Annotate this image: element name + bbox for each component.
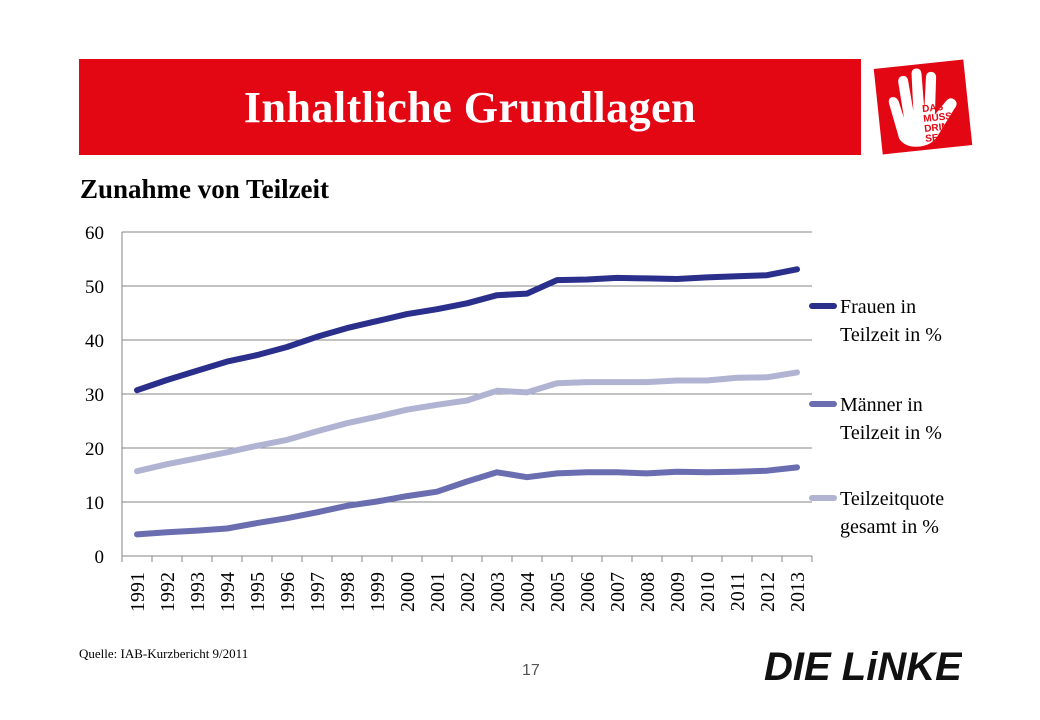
hand-logo-text-2: MUSS — [923, 111, 953, 125]
x-tick-label-2003: 2003 — [487, 572, 509, 612]
x-tick-label-2001: 2001 — [427, 572, 449, 612]
x-tick-label-1999: 1999 — [367, 572, 389, 612]
y-tick-label-0: 0 — [95, 547, 105, 568]
legend-label-1-1: Teilzeit in % — [840, 422, 942, 444]
x-tick-label-2006: 2006 — [577, 572, 599, 612]
x-tick-label-2004: 2004 — [517, 572, 539, 612]
hand-logo-text-3: DRIN — [924, 121, 949, 134]
series-line-1 — [134, 464, 800, 538]
hand-logo-text-4: SEIN. — [925, 131, 952, 145]
page-number: 17 — [522, 662, 540, 679]
x-tick-label-1995: 1995 — [247, 572, 269, 612]
x-tick-label-2013: 2013 — [787, 572, 809, 612]
title-bar: Inhaltliche Grundlagen — [79, 59, 861, 155]
series-line-0 — [134, 266, 800, 394]
x-tick-label-1992: 1992 — [157, 572, 179, 612]
y-tick-label-10: 10 — [85, 493, 104, 514]
hand-logo-text-1: DAS — [922, 102, 944, 115]
x-tick-label-1991: 1991 — [127, 572, 149, 612]
legend-label-0-1: Teilzeit in % — [840, 324, 942, 346]
y-tick-label-40: 40 — [85, 331, 104, 352]
x-tick-label-2009: 2009 — [667, 572, 689, 612]
y-tick-label-50: 50 — [85, 277, 104, 298]
chart-subtitle: Zunahme von Teilzeit — [80, 174, 330, 204]
die-linke-logo: DIE LiNKE. — [764, 645, 962, 688]
legend-label-0-0: Frauen in — [840, 296, 916, 318]
legend-label-2-1: gesamt in % — [840, 516, 939, 538]
x-tick-label-2005: 2005 — [547, 572, 569, 612]
das-muss-drin-sein-logo: DAS MUSS DRIN SEIN. — [872, 58, 974, 156]
x-tick-label-2008: 2008 — [637, 572, 659, 612]
x-tick-label-1998: 1998 — [337, 572, 359, 612]
x-tick-label-2010: 2010 — [697, 572, 719, 612]
x-tick-label-2011: 2011 — [727, 572, 749, 611]
y-tick-label-60: 60 — [85, 223, 104, 244]
x-tick-label-2002: 2002 — [457, 572, 479, 612]
x-tick-label-1994: 1994 — [217, 572, 239, 612]
source-note: Quelle: IAB-Kurzbericht 9/2011 — [79, 646, 249, 661]
legend-label-2-0: Teilzeitquote — [840, 488, 944, 510]
y-tick-label-20: 20 — [85, 439, 104, 460]
series-line-2 — [134, 369, 800, 475]
die-linke-logo-text: DIE LiNKE. — [764, 645, 962, 688]
x-tick-label-2007: 2007 — [607, 572, 629, 612]
y-tick-label-30: 30 — [85, 385, 104, 406]
x-tick-label-2000: 2000 — [397, 572, 419, 612]
page-title: Inhaltliche Grundlagen — [243, 82, 697, 132]
x-tick-label-1997: 1997 — [307, 572, 329, 612]
x-tick-label-1996: 1996 — [277, 572, 299, 612]
x-tick-label-2012: 2012 — [757, 572, 779, 612]
legend-label-1-0: Männer in — [840, 394, 923, 416]
x-tick-label-1993: 1993 — [187, 572, 209, 612]
